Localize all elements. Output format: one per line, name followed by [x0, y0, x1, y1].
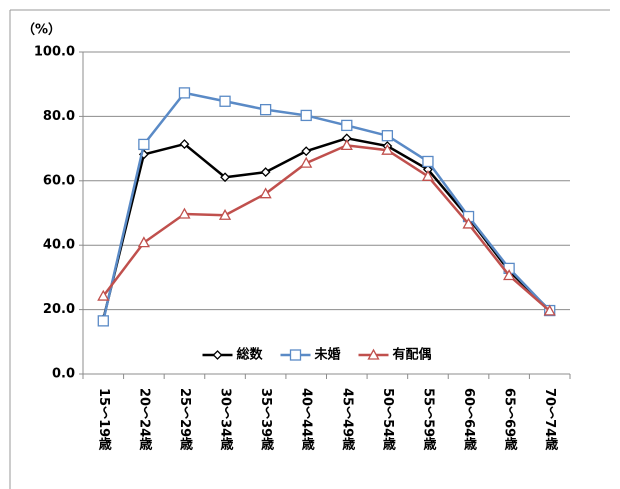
- data-point: [97, 315, 109, 327]
- data-point: [341, 119, 353, 132]
- data-point: [179, 139, 190, 150]
- legend-label: 有配偶: [393, 347, 432, 363]
- series-line: [102, 137, 551, 320]
- x-tick-label: 25～29歳: [177, 388, 193, 452]
- x-tick-label: 30～34歳: [218, 388, 234, 452]
- data-point: [503, 269, 516, 281]
- x-tick-label: 50～54歳: [380, 388, 396, 452]
- legend-label: 総数: [237, 347, 264, 363]
- x-tick-label: 20～24歳: [136, 388, 152, 452]
- y-tick-label: 60.0: [43, 173, 75, 188]
- data-point: [219, 95, 231, 107]
- y-tick-label: 40.0: [43, 238, 75, 253]
- x-tick-label: 70～74歳: [542, 388, 558, 452]
- y-axis-label: （%）: [22, 22, 61, 38]
- data-point: [381, 143, 394, 155]
- series-line: [102, 91, 551, 322]
- x-tick-label: 55～59歳: [420, 388, 436, 452]
- data-point: [178, 207, 191, 219]
- data-point: [381, 130, 394, 142]
- data-point: [543, 304, 556, 316]
- y-tick-label: 80.0: [43, 109, 75, 124]
- x-tick-label: 35～39歳: [258, 388, 274, 452]
- data-point: [138, 138, 150, 151]
- data-point: [301, 146, 312, 157]
- y-tick-label: 20.0: [43, 302, 75, 317]
- legend-marker: [367, 348, 380, 360]
- data-point: [97, 289, 110, 301]
- data-point: [422, 155, 434, 168]
- data-point: [462, 217, 475, 229]
- legend-marker: [212, 350, 223, 360]
- x-tick-label: 45～49歳: [339, 388, 355, 452]
- data-point: [300, 156, 313, 168]
- x-tick-label: 60～64歳: [461, 388, 477, 452]
- x-tick-label: 15～19歳: [96, 388, 112, 452]
- data-point: [220, 172, 230, 183]
- legend-label: 未婚: [314, 347, 341, 363]
- data-point: [259, 187, 272, 199]
- series-line: [102, 144, 551, 312]
- data-point: [421, 169, 435, 181]
- legend-marker: [289, 349, 302, 361]
- data-point: [218, 208, 232, 220]
- x-tick-label: 65～69歳: [502, 388, 518, 452]
- data-point: [260, 167, 271, 178]
- x-tick-label: 40～44歳: [299, 388, 315, 452]
- data-point: [300, 109, 312, 122]
- data-point: [259, 103, 272, 116]
- data-point: [178, 87, 191, 99]
- data-point: [137, 236, 150, 248]
- y-tick-label: 100.0: [34, 45, 75, 60]
- data-point: [340, 139, 353, 151]
- y-tick-label: 0.0: [52, 367, 75, 382]
